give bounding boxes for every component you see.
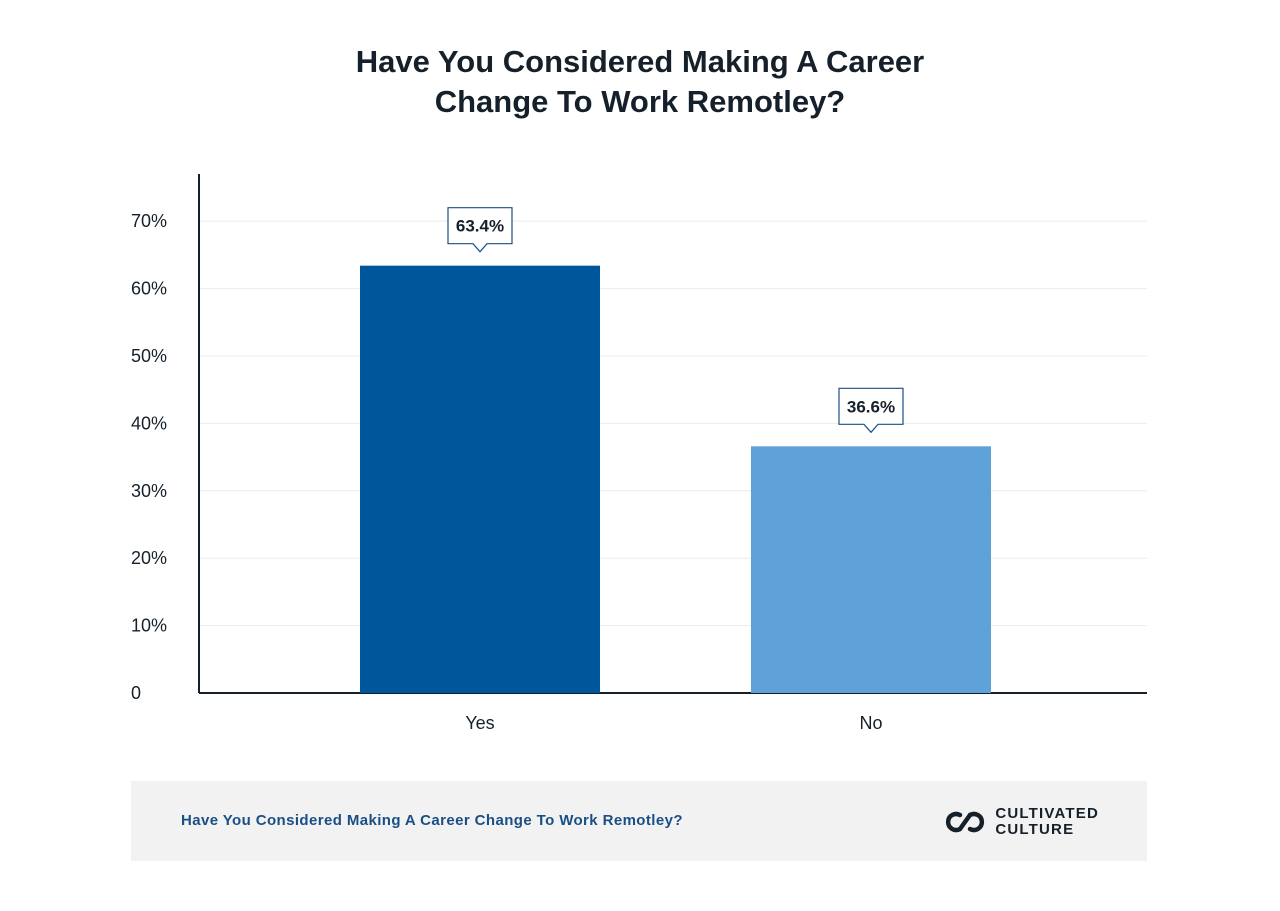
chart-title: Have You Considered Making A Career Chan… bbox=[0, 42, 1280, 122]
data-label-box bbox=[838, 387, 904, 434]
data-label-box bbox=[447, 207, 513, 253]
brand-name: CULTIVATED CULTURE bbox=[995, 806, 1099, 838]
x-tick-label: No bbox=[859, 713, 882, 733]
y-tick-label: 60% bbox=[131, 279, 167, 299]
x-tick-label: Yes bbox=[465, 713, 494, 733]
link-chain-icon bbox=[946, 811, 985, 833]
y-tick-label: 30% bbox=[131, 481, 167, 501]
data-label: 63.4% bbox=[456, 217, 504, 236]
y-tick-label: 20% bbox=[131, 548, 167, 568]
y-tick-label: 70% bbox=[131, 211, 167, 231]
footer-caption: Have You Considered Making A Career Chan… bbox=[181, 812, 683, 829]
bar-chart: 0 10% 20% 30% 40% 50% 60% 70% Yes 63.4% No 36.6% bbox=[131, 174, 1147, 733]
brand-name-line-2: CULTURE bbox=[995, 821, 1075, 838]
chart-title-line-2: Change To Work Remotley? bbox=[434, 84, 846, 119]
brand-name-line-1: CULTIVATED bbox=[995, 805, 1099, 822]
chart-title-line-1: Have You Considered Making A Career bbox=[355, 44, 925, 79]
bar-no bbox=[751, 446, 991, 693]
bar-yes bbox=[360, 265, 600, 693]
y-tick-label: 0 bbox=[131, 683, 141, 703]
footer-banner: Have You Considered Making A Career Chan… bbox=[131, 781, 1147, 861]
y-tick-label: 40% bbox=[131, 413, 167, 433]
y-tick-label: 10% bbox=[131, 616, 167, 636]
y-tick-label: 50% bbox=[131, 346, 167, 366]
data-label: 36.6% bbox=[847, 397, 895, 416]
brand-logo: CULTIVATED CULTURE bbox=[945, 806, 1099, 838]
